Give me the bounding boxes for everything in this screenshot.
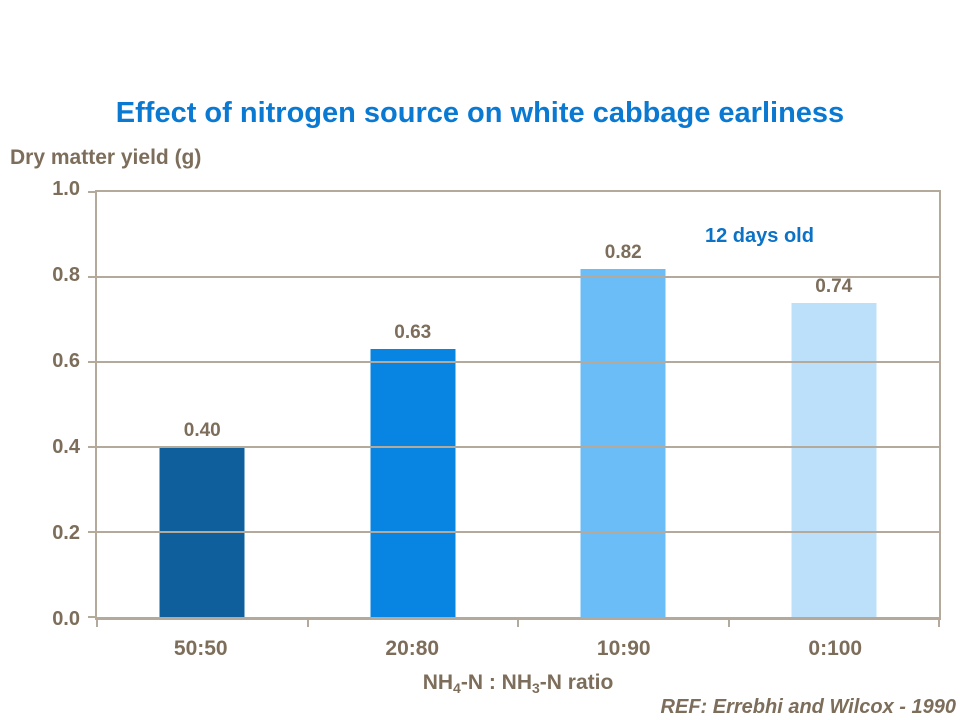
y-axis-title: Dry matter yield (g) (10, 146, 202, 169)
bar (370, 349, 456, 617)
x-axis-title-text: NH (422, 671, 454, 694)
y-tick-mark (88, 276, 97, 278)
x-tick-label: 20:80 (385, 637, 440, 660)
x-tick-mark (938, 619, 940, 627)
y-tick-label: 0.8 (52, 264, 80, 286)
y-tick-label: 1.0 (52, 178, 80, 200)
gridline (97, 531, 939, 533)
bar-column: 0.82 (518, 192, 729, 617)
y-tick-mark (88, 191, 97, 193)
x-axis-title-subscript: 4 (453, 680, 461, 696)
bar-column: 0.40 (97, 192, 308, 617)
y-tick-label: 0.0 (52, 608, 80, 630)
bar-value-label: 0.82 (604, 241, 642, 263)
y-tick-label: 0.6 (52, 350, 80, 372)
reference-citation: REF: Errebhi and Wilcox - 1990 (660, 696, 956, 718)
bar (791, 302, 877, 617)
gridline (97, 446, 939, 448)
x-tick-label: 10:90 (596, 637, 651, 660)
bar-value-label: 0.63 (394, 322, 432, 344)
y-tick-mark (88, 616, 97, 618)
x-axis-title: NH4-N : NH3-N ratio (95, 671, 941, 696)
x-tick-mark (517, 619, 519, 627)
chart-title: Effect of nitrogen source on white cabba… (115, 97, 845, 129)
y-tick-mark (88, 531, 97, 533)
x-tick-mark (96, 619, 98, 627)
y-tick-mark (88, 446, 97, 448)
y-tick-label: 0.2 (52, 522, 80, 544)
x-axis-title-text: -N : NH (460, 671, 532, 694)
bar-value-label: 0.74 (815, 275, 853, 297)
x-tick-label: 50:50 (173, 637, 228, 660)
x-tick-mark (727, 619, 730, 627)
bar (580, 268, 666, 617)
x-axis-title-subscript: 3 (532, 680, 540, 696)
bar-columns: 0.40 0.63 0.82 0.74 (97, 192, 939, 617)
x-axis-title-text: -N ratio (539, 671, 614, 694)
y-axis-labels: 1.0 0.8 0.6 0.4 0.2 0.0 (0, 179, 80, 630)
annotation-12-days: 12 days old (705, 225, 814, 247)
gridline (97, 361, 939, 363)
bar-value-label: 0.40 (183, 420, 221, 441)
y-tick-mark (88, 361, 97, 363)
x-tick-label: 0:100 (808, 637, 863, 660)
bar-column: 0.63 (308, 192, 519, 617)
bar-column: 0.74 (729, 192, 940, 617)
x-axis-labels: 50:50 20:80 10:90 0:100 (95, 637, 941, 661)
y-tick-label: 0.4 (52, 436, 80, 458)
gridline (97, 276, 939, 278)
plot-area: 0.40 0.63 0.82 0.74 12 days old (88, 190, 941, 627)
x-tick-mark (306, 619, 309, 627)
